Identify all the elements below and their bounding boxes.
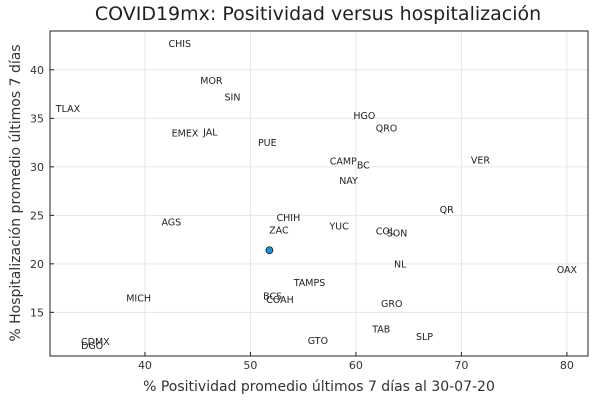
state-label-chih: CHIH [277,213,301,224]
state-label-tab: TAB [371,324,390,335]
x-tick-label: 80 [560,359,574,372]
state-label-coah: COAH [266,295,294,306]
state-label-camp: CAMP [330,157,357,168]
state-label-col: COL [376,226,396,237]
state-label-chis: CHIS [168,39,191,50]
data-markers [265,246,274,255]
state-label-bcs: BCS [263,291,282,302]
x-tick-label: 40 [138,359,152,372]
state-label-sin: SIN [225,92,241,103]
state-label-zac: ZAC [269,225,289,236]
x-tick-label: 60 [349,359,363,372]
x-tick-label: 50 [243,359,257,372]
state-label-qro: QRO [376,124,398,135]
state-label-hgo: HGO [353,111,375,122]
y-tick-label: 15 [30,306,44,319]
state-label-tamps: TAMPS [293,278,326,289]
state-label-nay: NAY [339,176,358,187]
state-label-mor: MOR [200,76,223,87]
state-label-jal: JAL [202,127,218,138]
state-label-son: SON [387,228,408,239]
state-label-dgo: DGO [81,341,103,352]
state-label-slp: SLP [416,332,433,343]
x-axis-label: % Positividad promedio últimos 7 días al… [143,379,495,395]
state-label-bc: BC [357,160,370,171]
grid [50,31,588,356]
state-label-qr: QR [440,205,454,216]
y-tick-label: 30 [30,161,44,174]
axis-ticks: 40 50 60 70 80 15 20 25 30 35 40 [30,64,574,372]
state-label-gto: GTO [308,336,328,347]
state-label-tlax: TLAX [55,104,81,115]
state-label-nl: NL [394,259,407,270]
state-label-cdmx: CDMX [81,337,110,348]
y-tick-label: 20 [30,258,44,271]
y-tick-label: 40 [30,64,44,77]
state-label-yuc: YUC [328,222,349,233]
state-label-pue: PUE [258,138,277,149]
state-label-ags: AGS [161,218,181,229]
y-tick-label: 25 [30,209,44,222]
state-label-emex: EMEX [172,128,199,139]
x-tick-label: 70 [454,359,468,372]
state-label-gro: GRO [381,299,402,310]
y-tick-label: 35 [30,112,44,125]
plot-frame [49,30,589,357]
state-label-mich: MICH [126,293,151,304]
data-point-marker [265,246,274,255]
chart-title: COVID19mx: Positividad versus hospitaliz… [95,3,541,25]
state-label-ver: VER [471,156,491,167]
state-label-oax: OAX [557,265,578,276]
y-axis-label: % Hospitalización promedio últimos 7 día… [8,44,24,341]
